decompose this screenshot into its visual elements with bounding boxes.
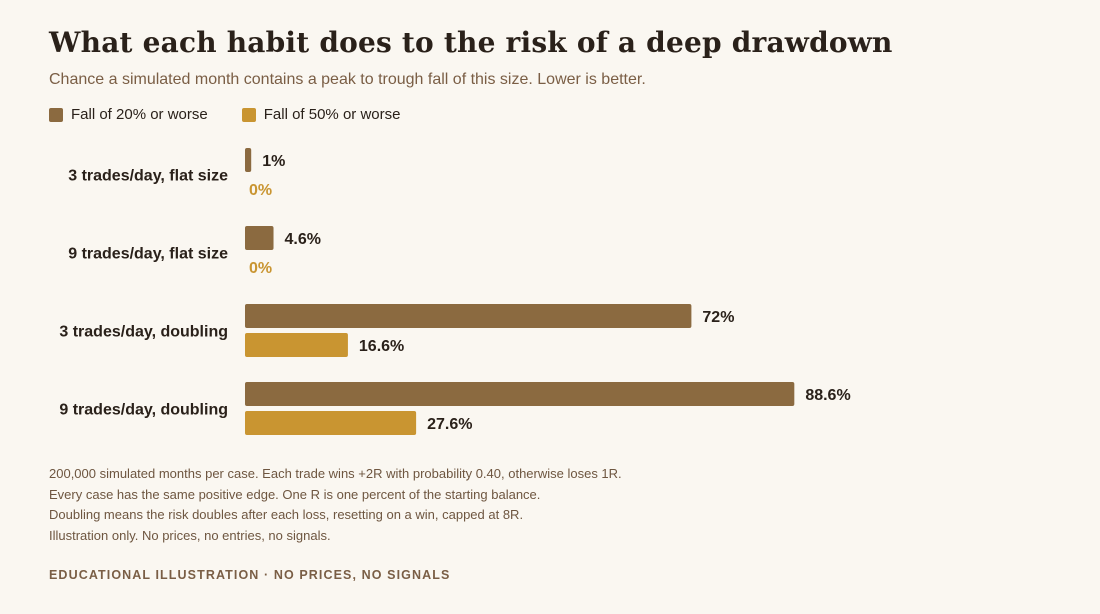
- category-label: 3 trades/day, flat size: [68, 168, 228, 185]
- legend-label-50: Fall of 50% or worse: [263, 106, 401, 123]
- data-label-50: 0%: [249, 260, 272, 277]
- chart-title: What each habit does to the risk of a de…: [49, 26, 893, 59]
- chart-subtitle: Chance a simulated month contains a peak…: [49, 71, 646, 88]
- data-label-50: 27.6%: [427, 416, 472, 433]
- bar-fall-20: [245, 226, 274, 250]
- category-label: 9 trades/day, doubling: [59, 402, 228, 419]
- category-label: 3 trades/day, doubling: [59, 324, 228, 341]
- category-label: 9 trades/day, flat size: [68, 246, 228, 263]
- legend-label-20: Fall of 20% or worse: [71, 106, 208, 123]
- legend-swatch-50: [241, 107, 256, 122]
- footnote-line: Every case has the same positive edge. O…: [49, 486, 541, 502]
- bar-chart: 3 trades/day, flat size 1% 0% 9 trades/day,…: [59, 148, 851, 435]
- bar-fall-50: [245, 333, 348, 357]
- bar-fall-20: [245, 148, 252, 172]
- data-label-50: 0%: [249, 182, 272, 199]
- bar-fall-50: [245, 411, 417, 435]
- legend-item-50: Fall of 50% or worse: [241, 106, 401, 123]
- legend: Fall of 20% or worse Fall of 50% or wors…: [49, 106, 400, 123]
- data-label-20: 1%: [262, 153, 285, 170]
- legend-swatch-20: [49, 107, 63, 122]
- footnotes: 200,000 simulated months per case. Each …: [49, 464, 622, 547]
- footnote-line: Doubling means the risk doubles after ea…: [49, 507, 524, 523]
- footnote-line: 200,000 simulated months per case. Each …: [49, 466, 622, 481]
- footer-label: EDUCATIONAL ILLUSTRATION · NO PRICES, NO…: [49, 568, 451, 582]
- footnote-line: Illustration only. No prices, no entries…: [49, 528, 331, 544]
- data-label-20: 88.6%: [805, 387, 850, 404]
- bar-fall-20: [245, 382, 795, 406]
- data-label-20: 72%: [702, 309, 734, 326]
- data-label-20: 4.6%: [285, 231, 321, 248]
- bar-fall-20: [245, 304, 692, 328]
- data-label-50: 16.6%: [359, 338, 404, 355]
- legend-item-20: Fall of 20% or worse: [49, 106, 208, 123]
